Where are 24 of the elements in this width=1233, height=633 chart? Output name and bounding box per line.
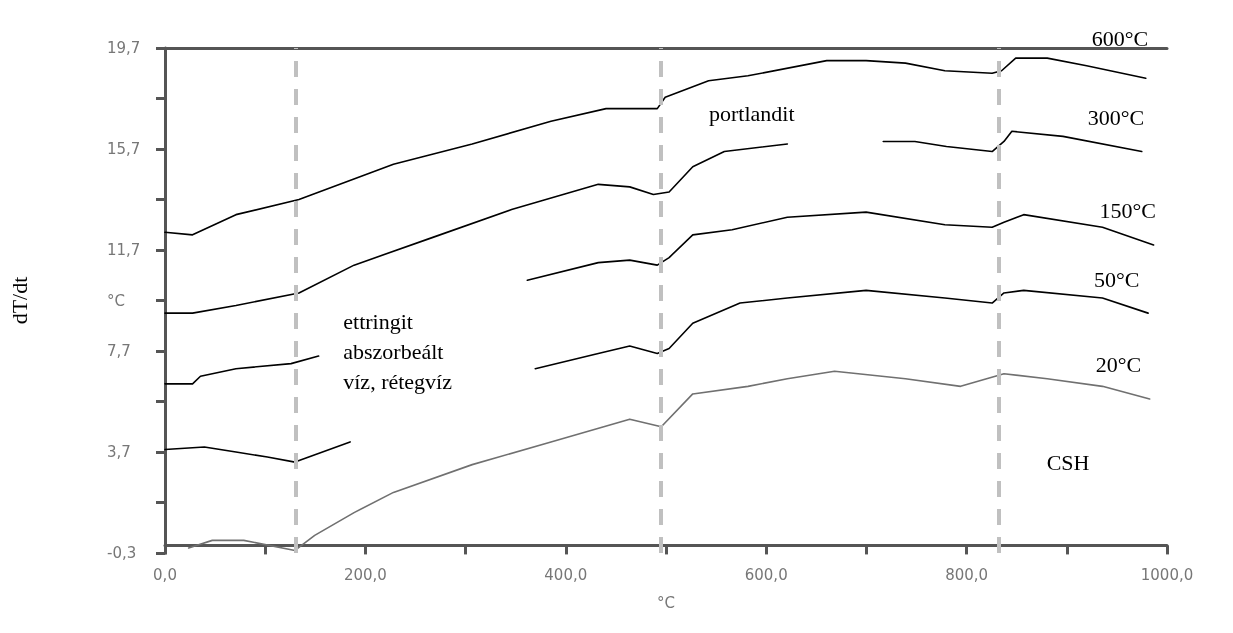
series-label: 150°C bbox=[1099, 198, 1157, 224]
y-tick-label: 7,7 bbox=[107, 342, 131, 360]
series-label: 600°C bbox=[1091, 25, 1149, 51]
x-tick-label: 600,0 bbox=[744, 565, 788, 584]
series-label: 300°C bbox=[1087, 105, 1145, 131]
x-tick-label: 1000,0 bbox=[1140, 565, 1194, 584]
series-label: 20°C bbox=[1095, 352, 1142, 378]
x-tick-label: 400,0 bbox=[544, 565, 588, 584]
y-tick-label: 19,7 bbox=[107, 39, 141, 57]
x-tick-label: 200,0 bbox=[343, 565, 387, 584]
y-tick-label: 15,7 bbox=[107, 140, 141, 158]
y-tick-label: °C bbox=[107, 291, 125, 310]
series-label: 50°C bbox=[1094, 266, 1140, 292]
x-tick-label: 0,0 bbox=[153, 565, 177, 584]
ref-line-label: CSH bbox=[1046, 449, 1090, 475]
y-tick-label: 3,7 bbox=[107, 443, 131, 461]
y-axis-title: dT/dt bbox=[6, 276, 32, 325]
ref-line-label: portlandit bbox=[708, 101, 795, 127]
x-tick-label: 800,0 bbox=[945, 565, 989, 584]
y-tick-label: 11,7 bbox=[107, 241, 141, 259]
line-series bbox=[187, 370, 1151, 552]
ref-line-label: ettringit abszorbeált víz, rétegvíz bbox=[343, 308, 453, 394]
x-axis-title: °C bbox=[657, 593, 675, 612]
y-tick-label: -0,3 bbox=[107, 544, 137, 562]
